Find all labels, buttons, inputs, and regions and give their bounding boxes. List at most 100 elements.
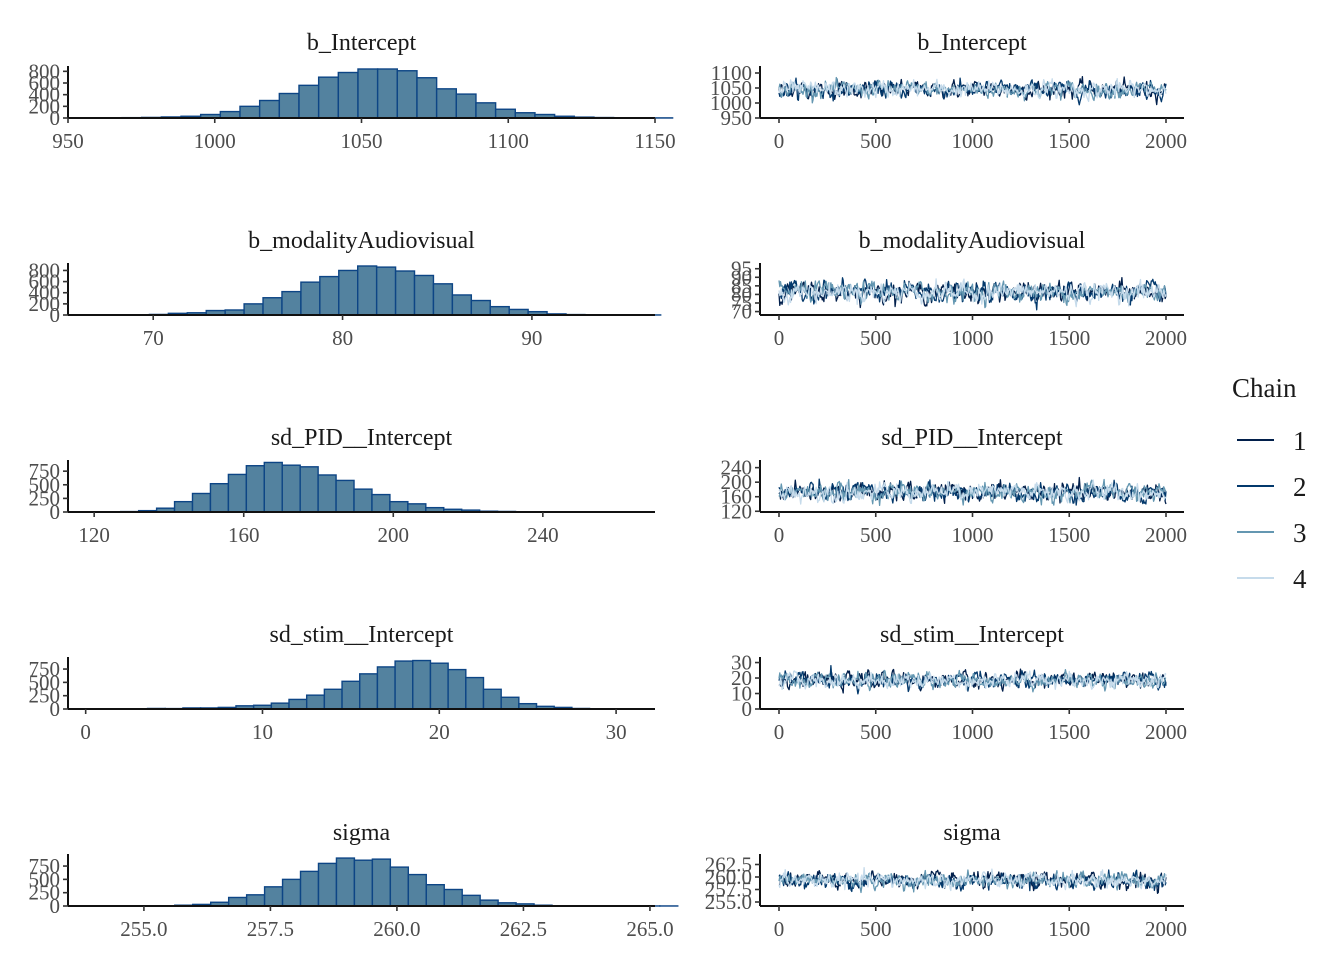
x-tick-label: 2000 bbox=[1145, 129, 1187, 153]
x-tick-label: 0 bbox=[774, 129, 785, 153]
histogram-bar bbox=[429, 662, 449, 710]
x-tick-label: 255.0 bbox=[120, 917, 167, 941]
histogram-title: sigma bbox=[333, 820, 391, 846]
y-tick-label: 85 bbox=[731, 274, 752, 298]
trace-title: sd_stim__Intercept bbox=[880, 622, 1064, 648]
y-tick-label: 0 bbox=[742, 697, 753, 721]
trace-line-chain-3 bbox=[778, 869, 1167, 894]
histogram-bar bbox=[298, 84, 320, 119]
y-tick-label: 500 bbox=[29, 670, 61, 694]
x-tick-label: 160 bbox=[228, 523, 260, 547]
x-tick-label: 2000 bbox=[1145, 523, 1187, 547]
trace-line-chain-4 bbox=[778, 670, 1167, 691]
histogram-bar bbox=[258, 99, 281, 119]
x-tick-label: 500 bbox=[860, 720, 892, 744]
histogram-bar bbox=[413, 274, 435, 316]
y-tick-label: 200 bbox=[29, 292, 61, 316]
x-tick-label: 240 bbox=[527, 523, 559, 547]
histogram-panel-0: b_Intercept 950 1000 1050 1100 1150 0200400600… bbox=[29, 30, 676, 153]
histogram-bar bbox=[359, 673, 379, 710]
y-tick-label: 1100 bbox=[711, 61, 752, 85]
histogram-bars bbox=[84, 461, 624, 513]
histogram-bar bbox=[489, 305, 510, 316]
x-tick-label: 0 bbox=[774, 917, 785, 941]
y-tick-label: 200 bbox=[721, 470, 753, 494]
y-tick-label: 500 bbox=[29, 867, 61, 891]
y-tick-label: 0 bbox=[50, 500, 61, 524]
y-tick-label: 0 bbox=[50, 106, 61, 130]
y-tick-label: 800 bbox=[29, 258, 61, 282]
histogram-bar bbox=[173, 500, 194, 513]
trace-panel-1: b_modalityAudiovisual 0 500 1000 1500 2000 707… bbox=[731, 228, 1187, 350]
x-tick-label: 80 bbox=[332, 326, 353, 350]
legend-label-4: 4 bbox=[1293, 564, 1307, 594]
x-tick-label: 0 bbox=[80, 720, 91, 744]
x-tick-label: 2000 bbox=[1145, 720, 1187, 744]
legend-item-1: 1 bbox=[1237, 426, 1307, 456]
x-tick-label: 1000 bbox=[952, 326, 994, 350]
x-tick-label: 20 bbox=[429, 720, 450, 744]
y-tick-label: 500 bbox=[29, 473, 61, 497]
histogram-title: b_Intercept bbox=[307, 30, 417, 56]
histogram-bar bbox=[357, 265, 378, 316]
x-tick-label: 500 bbox=[860, 326, 892, 350]
histogram-bar bbox=[281, 464, 301, 513]
trace-lines bbox=[778, 75, 1167, 106]
y-tick-label: 80 bbox=[731, 282, 752, 306]
x-tick-label: 1500 bbox=[1048, 326, 1090, 350]
legend-label-2: 2 bbox=[1293, 472, 1307, 502]
y-tick-label: 255.0 bbox=[705, 890, 752, 914]
histogram-bars bbox=[93, 659, 626, 710]
y-tick-label: 750 bbox=[29, 459, 61, 483]
histogram-bar bbox=[281, 290, 302, 316]
x-tick-label: 200 bbox=[378, 523, 410, 547]
histogram-bar bbox=[353, 859, 374, 907]
histogram-bar bbox=[396, 70, 418, 119]
x-tick-label: 1500 bbox=[1048, 129, 1090, 153]
histogram-bar bbox=[416, 77, 438, 119]
x-tick-label: 1000 bbox=[952, 129, 994, 153]
histogram-bar bbox=[394, 270, 416, 316]
y-tick-label: 95 bbox=[731, 257, 752, 281]
x-tick-label: 1100 bbox=[488, 129, 529, 153]
histogram-bar bbox=[470, 299, 491, 316]
histogram-bar bbox=[451, 294, 473, 316]
histogram-bar bbox=[209, 482, 230, 513]
y-tick-label: 90 bbox=[731, 265, 752, 289]
histogram-bar bbox=[278, 92, 300, 119]
y-tick-label: 750 bbox=[29, 657, 61, 681]
legend-item-4: 4 bbox=[1237, 564, 1307, 594]
x-tick-label: 0 bbox=[774, 523, 785, 547]
y-tick-label: 260.0 bbox=[705, 865, 752, 889]
histogram-bar bbox=[243, 303, 264, 316]
y-tick-label: 0 bbox=[50, 303, 61, 327]
trace-title: sigma bbox=[943, 820, 1001, 846]
y-tick-label: 250 bbox=[29, 486, 61, 510]
x-tick-label: 262.5 bbox=[500, 917, 547, 941]
histogram-bar bbox=[371, 493, 391, 513]
histogram-bar bbox=[432, 283, 454, 316]
y-tick-label: 257.5 bbox=[705, 878, 752, 902]
x-tick-label: 1050 bbox=[341, 129, 383, 153]
histogram-bar bbox=[376, 68, 399, 119]
histogram-bar bbox=[319, 275, 340, 316]
x-tick-label: 1000 bbox=[952, 720, 994, 744]
histogram-bar bbox=[371, 858, 392, 907]
y-tick-label: 250 bbox=[29, 684, 61, 708]
trace-title: sd_PID__Intercept bbox=[881, 425, 1063, 451]
legend-label-3: 3 bbox=[1293, 518, 1307, 548]
histogram-title: sd_PID__Intercept bbox=[271, 425, 453, 451]
histogram-bar bbox=[262, 297, 283, 316]
histogram-bar bbox=[335, 479, 355, 513]
histogram-bar bbox=[288, 698, 308, 710]
histogram-bar bbox=[376, 666, 396, 710]
trace-lines bbox=[778, 664, 1167, 695]
legend-title: Chain bbox=[1232, 373, 1297, 403]
y-tick-label: 750 bbox=[29, 854, 61, 878]
histogram-bar bbox=[227, 473, 248, 513]
